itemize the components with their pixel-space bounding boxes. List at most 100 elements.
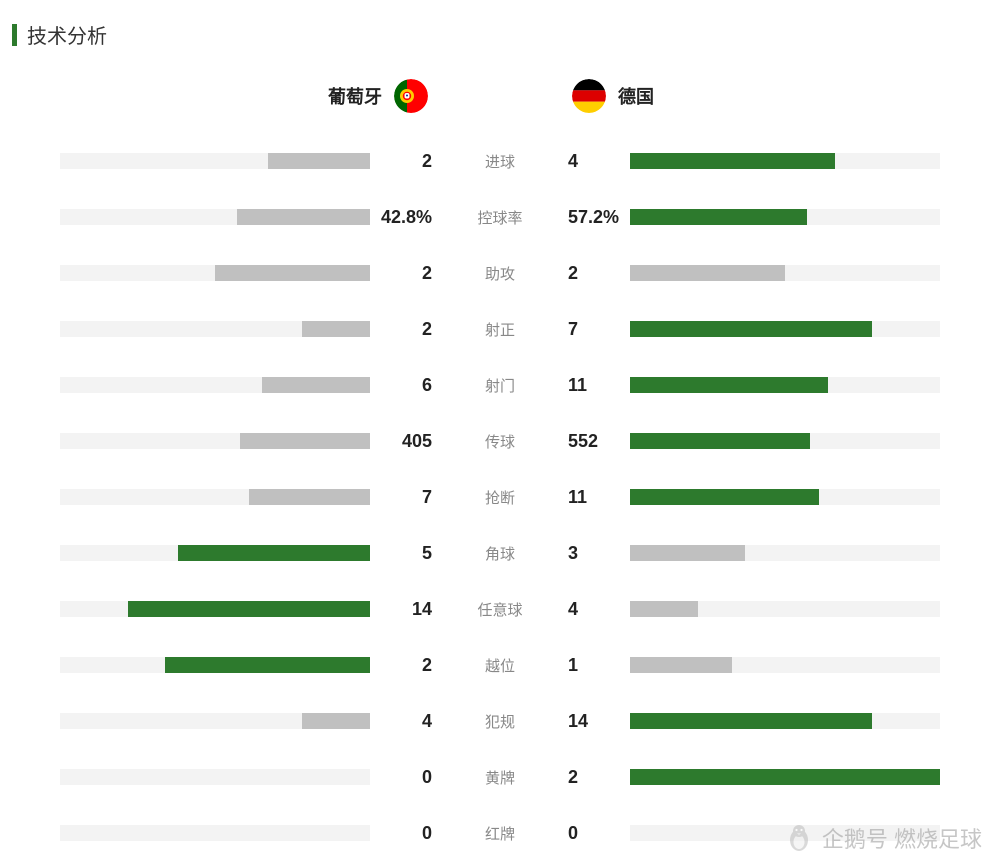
stat-bar-left-fill (302, 321, 370, 337)
stat-bar-left (60, 321, 370, 337)
stat-bar-left-fill (302, 713, 370, 729)
stat-value-left: 14 (370, 599, 450, 620)
stat-bar-right (630, 769, 940, 785)
team-right-name: 德国 (618, 83, 654, 109)
stat-value-left: 405 (370, 431, 450, 452)
stat-value-right: 11 (550, 375, 630, 396)
stat-label: 抢断 (450, 487, 550, 508)
stat-value-right: 57.2% (550, 207, 630, 228)
stat-bar-right-fill (630, 265, 785, 281)
stats-list: 2进球442.8%控球率57.2%2助攻22射正76射门11405传球5527抢… (10, 141, 990, 853)
stat-bar-left-fill (215, 265, 370, 281)
stat-bar-left (60, 377, 370, 393)
stat-bar-left-fill (178, 545, 370, 561)
section-header: 技术分析 (10, 20, 990, 49)
stat-value-left: 2 (370, 263, 450, 284)
stat-bar-right (630, 153, 940, 169)
stat-row: 42.8%控球率57.2% (10, 197, 990, 237)
stat-value-left: 7 (370, 487, 450, 508)
stat-bar-right-fill (630, 153, 835, 169)
stat-bar-right-fill (630, 713, 872, 729)
stat-label: 助攻 (450, 263, 550, 284)
stat-row: 0黄牌2 (10, 757, 990, 797)
stat-bar-right-fill (630, 657, 732, 673)
stat-bar-left-fill (128, 601, 370, 617)
stat-row: 14任意球4 (10, 589, 990, 629)
stat-row: 2进球4 (10, 141, 990, 181)
stat-bar-right-fill (630, 209, 807, 225)
stat-value-right: 14 (550, 711, 630, 732)
stat-value-left: 4 (370, 711, 450, 732)
stat-bar-left-fill (165, 657, 370, 673)
stat-value-right: 2 (550, 767, 630, 788)
stat-bar-right-fill (630, 769, 940, 785)
stat-bar-right-fill (630, 377, 828, 393)
stat-value-left: 2 (370, 655, 450, 676)
stat-row: 2助攻2 (10, 253, 990, 293)
stat-label: 射正 (450, 319, 550, 340)
stat-label: 进球 (450, 151, 550, 172)
stat-value-right: 4 (550, 151, 630, 172)
stat-bar-right (630, 265, 940, 281)
germany-flag-icon (572, 79, 606, 113)
stat-label: 传球 (450, 431, 550, 452)
penguin-icon (784, 823, 814, 853)
stat-bar-right-fill (630, 601, 698, 617)
stat-bar-left-fill (249, 489, 370, 505)
stat-value-right: 3 (550, 543, 630, 564)
stat-bar-left (60, 825, 370, 841)
stat-value-left: 0 (370, 767, 450, 788)
stat-bar-left-fill (240, 433, 370, 449)
team-left-name: 葡萄牙 (328, 83, 382, 109)
stat-bar-left (60, 769, 370, 785)
stat-value-left: 5 (370, 543, 450, 564)
stat-bar-left-fill (268, 153, 370, 169)
team-right: 德国 (560, 79, 980, 113)
stat-label: 越位 (450, 655, 550, 676)
stat-value-left: 42.8% (370, 207, 450, 228)
stat-bar-left (60, 489, 370, 505)
stat-bar-left (60, 545, 370, 561)
stat-label: 黄牌 (450, 767, 550, 788)
stat-value-right: 7 (550, 319, 630, 340)
stat-value-right: 4 (550, 599, 630, 620)
stat-value-left: 2 (370, 151, 450, 172)
stat-bar-left-fill (262, 377, 371, 393)
stat-bar-right (630, 601, 940, 617)
stat-row: 2越位1 (10, 645, 990, 685)
stat-label: 任意球 (450, 599, 550, 620)
stat-bar-right (630, 209, 940, 225)
team-left: 葡萄牙 (20, 79, 440, 113)
watermark-text: 企鹅号 燃烧足球 (822, 822, 982, 854)
stat-label: 角球 (450, 543, 550, 564)
stat-bar-right-fill (630, 321, 872, 337)
stat-row: 4犯规14 (10, 701, 990, 741)
stat-value-right: 2 (550, 263, 630, 284)
stat-value-left: 6 (370, 375, 450, 396)
stat-bar-left-fill (237, 209, 370, 225)
stat-row: 5角球3 (10, 533, 990, 573)
title-accent-bar (12, 24, 17, 46)
stat-bar-right (630, 321, 940, 337)
stat-row: 2射正7 (10, 309, 990, 349)
stat-label: 射门 (450, 375, 550, 396)
stat-bar-left (60, 657, 370, 673)
stat-row: 6射门11 (10, 365, 990, 405)
section-title: 技术分析 (27, 20, 107, 49)
stat-bar-right (630, 489, 940, 505)
stat-bar-right (630, 545, 940, 561)
stat-bar-right (630, 713, 940, 729)
stat-value-right: 552 (550, 431, 630, 452)
stat-label: 犯规 (450, 711, 550, 732)
stat-bar-right (630, 433, 940, 449)
teams-header-row: 葡萄牙 (10, 79, 990, 113)
stat-bar-right-fill (630, 545, 745, 561)
stat-bar-right-fill (630, 433, 810, 449)
stat-bar-left (60, 601, 370, 617)
stat-bar-left (60, 265, 370, 281)
stat-bar-left (60, 713, 370, 729)
stat-bar-left (60, 209, 370, 225)
stat-label: 红牌 (450, 823, 550, 844)
stat-bar-left (60, 153, 370, 169)
stat-value-left: 2 (370, 319, 450, 340)
